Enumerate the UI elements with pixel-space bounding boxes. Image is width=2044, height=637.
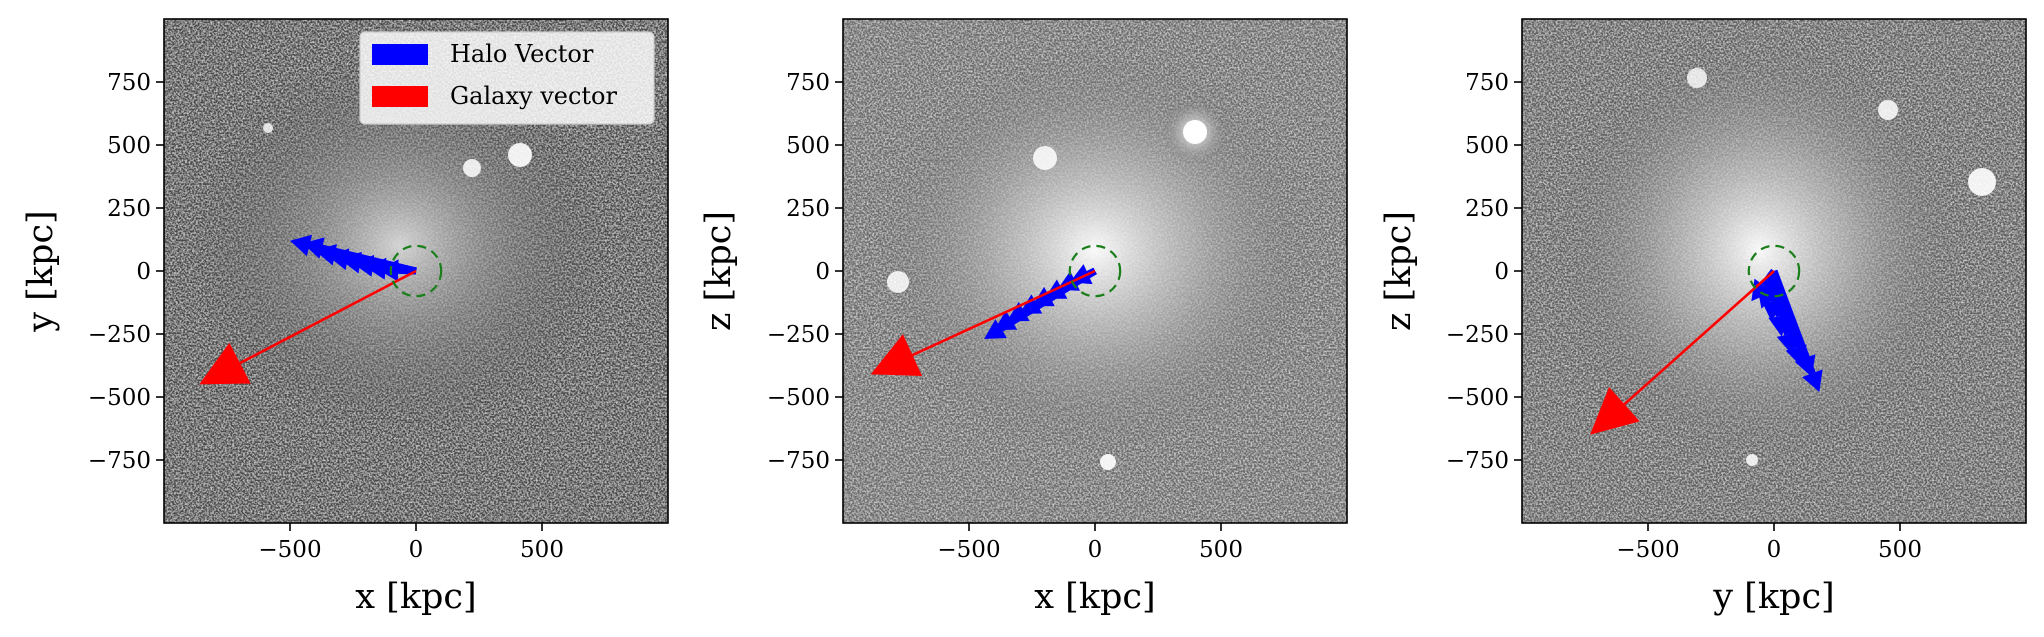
y-tick-label: 750 (1465, 70, 1509, 96)
x-tick-label: −500 (937, 537, 1000, 563)
panel-2-xlabel: x [kpc] (1034, 577, 1155, 617)
panel-3-ylabel: z [kpc] (1379, 211, 1419, 331)
y-tick-label: 0 (815, 259, 830, 285)
panel-1-xlabel: x [kpc] (355, 577, 476, 617)
halo-radius-circle (1068, 244, 1122, 298)
panel-1-plot (199, 234, 443, 385)
legend-swatch-halo (372, 44, 428, 65)
panel-3-plot (1590, 244, 1823, 435)
y-tick-label: 250 (786, 196, 830, 222)
y-tick-label: 0 (136, 259, 151, 285)
y-tick-label: 500 (1465, 133, 1509, 159)
panel-3-background (1522, 19, 2026, 523)
x-tick-label: 500 (520, 537, 564, 563)
x-tick-label: 500 (1878, 537, 1922, 563)
x-tick-label: 500 (1199, 537, 1243, 563)
legend-label-halo: Halo Vector (450, 40, 594, 68)
x-tick-label: 0 (1767, 537, 1782, 563)
y-tick-label: −750 (1446, 448, 1509, 474)
halo-radius-circle (389, 244, 443, 298)
y-tick-label: 0 (1494, 259, 1509, 285)
panel-2-plot (870, 244, 1122, 376)
panel-3-xlabel: y [kpc] (1712, 577, 1834, 617)
y-tick-label: −250 (1446, 322, 1509, 348)
legend-label-galaxy: Galaxy vector (450, 82, 617, 110)
legend-swatch-galaxy (372, 86, 428, 107)
x-tick-label: −500 (258, 537, 321, 563)
galaxy-vector (1590, 270, 1775, 435)
x-tick-label: −500 (1616, 537, 1679, 563)
panel-1-axes: −500 0 500 −750 −500 −250 0 250 500 750 (88, 70, 564, 563)
x-tick-label: 0 (409, 537, 424, 563)
legend-box (359, 31, 655, 125)
y-tick-label: −500 (767, 385, 830, 411)
galaxy-vector (199, 269, 417, 385)
y-tick-label: −500 (1446, 385, 1509, 411)
panel-3: −500 0 500 −750 −500 −250 0 250 500 750 y [kpc] z… (1379, 18, 2027, 617)
y-tick-label: −250 (767, 322, 830, 348)
y-tick-label: −250 (88, 322, 151, 348)
y-tick-label: 500 (786, 133, 830, 159)
panel-2-ylabel: z [kpc] (699, 211, 739, 331)
y-tick-label: 750 (107, 70, 151, 96)
y-tick-label: −500 (88, 385, 151, 411)
panel-2-axes: −500 0 500 −750 −500 −250 0 250 500 750 (767, 70, 1243, 563)
panel-1: −500 0 500 −750 −500 −250 0 250 500 750 x [kpc] y… (21, 18, 669, 617)
panel-1-ylabel: y [kpc] (21, 210, 61, 332)
halo-radius-circle (1747, 244, 1801, 298)
galaxy-vector (870, 269, 1096, 376)
panel-3-axes: −500 0 500 −750 −500 −250 0 250 500 750 (1446, 70, 1922, 563)
y-tick-label: −750 (88, 448, 151, 474)
y-tick-label: 500 (107, 133, 151, 159)
y-tick-label: 250 (1465, 196, 1509, 222)
y-tick-label: −750 (767, 448, 830, 474)
halo-vector (378, 259, 417, 282)
panel-2: −500 0 500 −750 −500 −250 0 250 500 750 x [kpc] z… (699, 18, 1348, 617)
y-tick-label: 750 (786, 70, 830, 96)
y-tick-label: 250 (107, 196, 151, 222)
legend: Halo Vector Galaxy vector (359, 31, 655, 125)
x-tick-label: 0 (1088, 537, 1103, 563)
